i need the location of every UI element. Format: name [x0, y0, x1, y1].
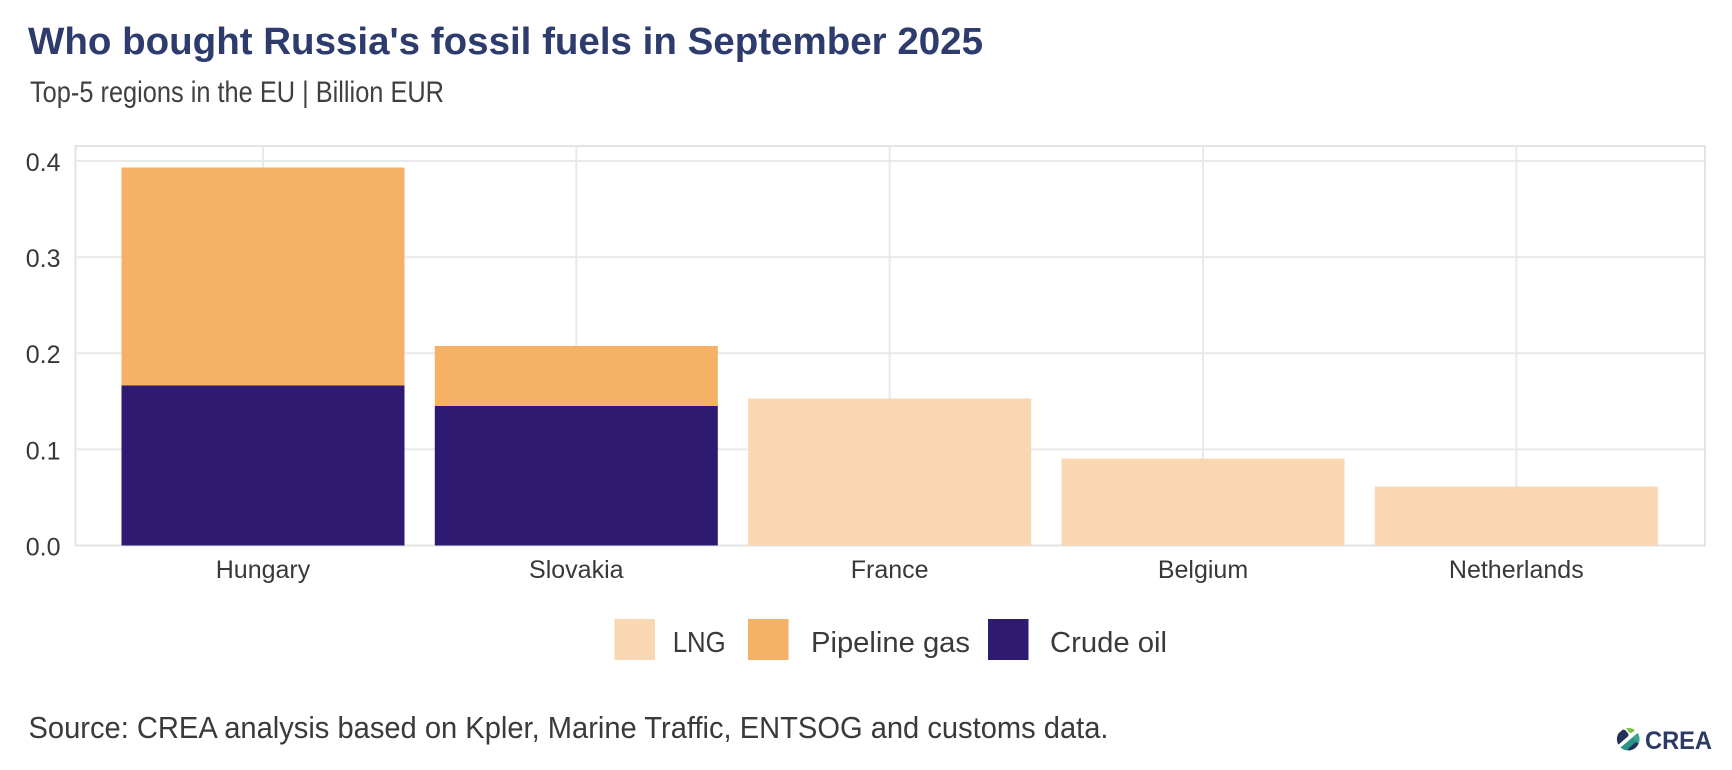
svg-text:Netherlands: Netherlands — [1449, 556, 1584, 584]
svg-text:Hungary: Hungary — [216, 556, 311, 584]
svg-text:Top-5 regions in the EU | Bill: Top-5 regions in the EU | Billion EUR — [30, 76, 444, 109]
svg-text:France: France — [851, 556, 929, 584]
svg-text:0.1: 0.1 — [26, 437, 61, 465]
svg-text:Pipeline gas: Pipeline gas — [811, 627, 970, 659]
svg-text:0.3: 0.3 — [26, 245, 61, 273]
svg-text:Who bought Russia's fossil fue: Who bought Russia's fossil fuels in Sept… — [28, 21, 983, 63]
svg-text:Source: CREA analysis based on: Source: CREA analysis based on Kpler, Ma… — [29, 710, 1109, 745]
svg-text:0.2: 0.2 — [26, 341, 61, 369]
svg-text:0.0: 0.0 — [26, 534, 61, 562]
svg-text:CREA: CREA — [1645, 727, 1712, 755]
svg-text:Crude oil: Crude oil — [1050, 627, 1167, 659]
svg-text:Slovakia: Slovakia — [529, 556, 624, 584]
svg-text:0.4: 0.4 — [26, 149, 61, 177]
svg-text:Belgium: Belgium — [1158, 556, 1248, 584]
svg-text:LNG: LNG — [673, 627, 726, 659]
